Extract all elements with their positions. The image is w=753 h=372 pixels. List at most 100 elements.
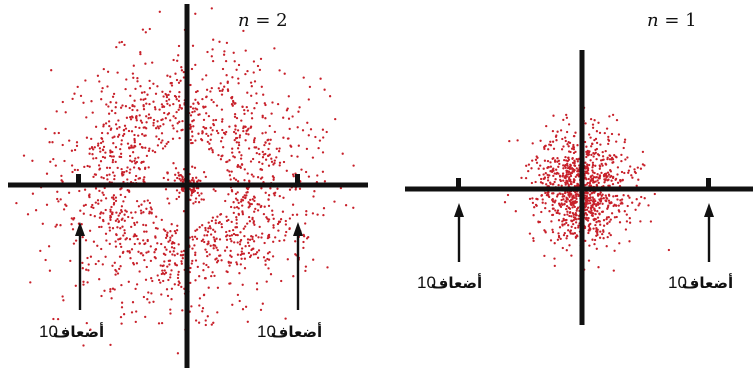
density-dot [276, 187, 279, 190]
density-dot [177, 270, 180, 274]
density-dot [118, 133, 121, 136]
density-dot [211, 59, 215, 63]
density-dot [304, 265, 308, 268]
density-dot [302, 246, 305, 250]
density-dot [565, 169, 568, 172]
density-dot [539, 164, 542, 167]
density-dot [169, 273, 172, 276]
density-dot [546, 176, 550, 179]
density-dot [588, 181, 591, 184]
density-dot [219, 140, 223, 143]
density-dot [164, 271, 168, 274]
density-dot [561, 175, 564, 178]
density-dot [555, 195, 559, 198]
density-dot [88, 165, 91, 168]
density-dot [595, 247, 598, 250]
density-dot [102, 67, 105, 71]
density-dot [313, 190, 316, 193]
density-dot [206, 50, 209, 54]
density-dot [236, 147, 240, 150]
density-dot [625, 213, 628, 216]
density-dot [553, 264, 556, 268]
density-dot [111, 287, 115, 290]
density-dot [606, 206, 610, 209]
density-dot [213, 240, 217, 243]
density-dot [586, 163, 589, 166]
density-dot [260, 236, 263, 239]
density-dot [323, 88, 326, 91]
density-dot [594, 164, 597, 167]
density-dot [127, 189, 131, 192]
density-dot [147, 250, 150, 253]
density-dot [562, 219, 565, 222]
density-dot [282, 136, 285, 139]
density-dot [574, 175, 577, 178]
density-dot [88, 152, 91, 155]
density-dot [295, 213, 299, 216]
density-dot [76, 85, 79, 89]
density-dot [92, 240, 96, 243]
density-dot [190, 194, 193, 197]
density-dot [197, 187, 200, 190]
density-dot [91, 111, 94, 114]
density-dot [261, 114, 264, 117]
density-dot [140, 161, 143, 164]
density-dot [216, 311, 219, 314]
density-dot [212, 122, 215, 126]
density-dot [114, 111, 117, 115]
density-dot [170, 269, 173, 272]
density-dot [244, 125, 247, 129]
density-dot [560, 184, 563, 187]
density-dot [636, 166, 639, 169]
density-dot [169, 312, 172, 315]
density-dot [177, 99, 181, 103]
density-dot [166, 113, 169, 116]
density-dot [587, 177, 590, 181]
density-dot [151, 279, 154, 283]
density-dot [89, 328, 92, 331]
density-dot [98, 147, 102, 150]
density-dot [174, 173, 177, 176]
density-dot [215, 129, 219, 133]
density-dot [565, 198, 568, 201]
density-dot [261, 176, 264, 179]
density-dot [200, 192, 203, 195]
density-dot [552, 114, 555, 117]
density-dot [82, 283, 85, 286]
density-dot [248, 244, 251, 248]
density-dot [607, 142, 610, 146]
density-dot [619, 179, 622, 182]
density-dot [305, 210, 308, 213]
density-dot [117, 214, 120, 217]
density-dot [144, 242, 147, 245]
density-dot [591, 164, 595, 167]
density-dot [234, 128, 237, 131]
density-dot [154, 127, 158, 130]
density-dot [192, 202, 195, 205]
density-dot [535, 204, 538, 207]
density-dot [610, 132, 614, 136]
density-dot [45, 172, 49, 175]
density-dot [48, 269, 52, 272]
density-dot [591, 196, 594, 199]
density-dot [300, 168, 303, 171]
density-dot [120, 245, 123, 249]
density-dot [226, 270, 229, 274]
density-dot [272, 240, 275, 243]
density-dot [113, 174, 116, 177]
density-dot [620, 170, 624, 174]
density-dot [178, 177, 181, 181]
density-dot [67, 191, 71, 194]
density-dot [81, 235, 84, 239]
density-dot [171, 253, 174, 256]
density-dot [145, 251, 148, 254]
density-dot [236, 293, 240, 297]
density-dot [290, 154, 293, 158]
density-dot [608, 158, 612, 161]
density-dot [256, 176, 260, 179]
density-dot [228, 174, 232, 177]
density-dot [614, 194, 617, 198]
density-dot [258, 160, 261, 164]
density-dot [159, 281, 162, 284]
density-dot [173, 254, 176, 257]
